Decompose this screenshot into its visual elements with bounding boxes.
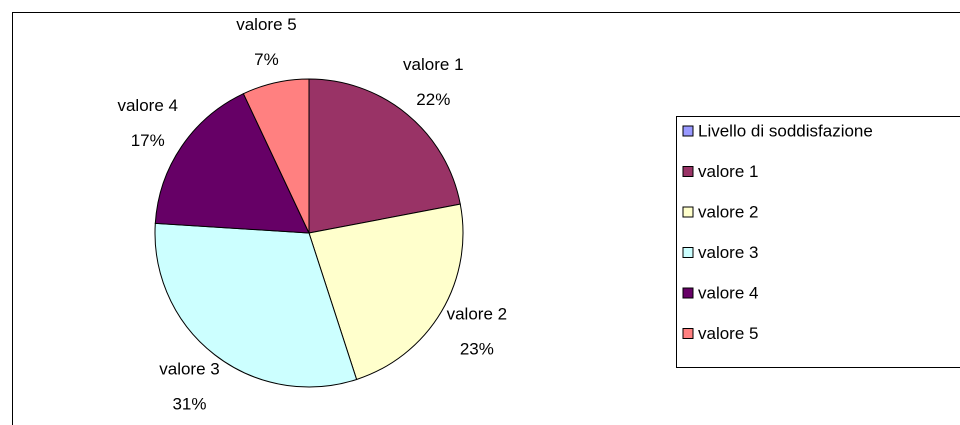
pie-slice — [154, 92, 310, 234]
slice-value-label: 22% — [416, 90, 450, 109]
pie-slice — [308, 78, 461, 234]
slice-label: valore 1 — [403, 55, 463, 74]
pie-slice — [308, 203, 464, 381]
slice-label: valore 2 — [447, 305, 507, 324]
legend-label: valore 3 — [698, 243, 758, 262]
slice-label: valore 3 — [159, 360, 219, 379]
slice-value-label: 31% — [172, 395, 206, 414]
slice-value-label: 23% — [460, 340, 494, 359]
legend-box — [676, 116, 960, 368]
legend-swatch — [682, 125, 694, 137]
legend-label: valore 1 — [698, 162, 758, 181]
legend-swatch — [682, 287, 694, 299]
slice-value-label: 17% — [131, 131, 165, 150]
pie-slice — [154, 222, 358, 388]
legend-swatch — [682, 206, 694, 218]
chart-frame — [12, 12, 960, 425]
legend-label: Livello di soddisfazione — [698, 121, 873, 140]
legend-label: valore 4 — [698, 283, 758, 302]
slice-label: valore 5 — [236, 15, 296, 34]
legend-label: valore 2 — [698, 202, 758, 221]
slice-label: valore 4 — [117, 96, 177, 115]
legend-swatch — [682, 166, 694, 177]
slice-value-label: 7% — [254, 50, 279, 69]
legend-swatch — [682, 247, 694, 258]
pie-slice — [242, 78, 310, 234]
legend-swatch — [682, 328, 694, 339]
legend-label: valore 5 — [698, 324, 758, 343]
